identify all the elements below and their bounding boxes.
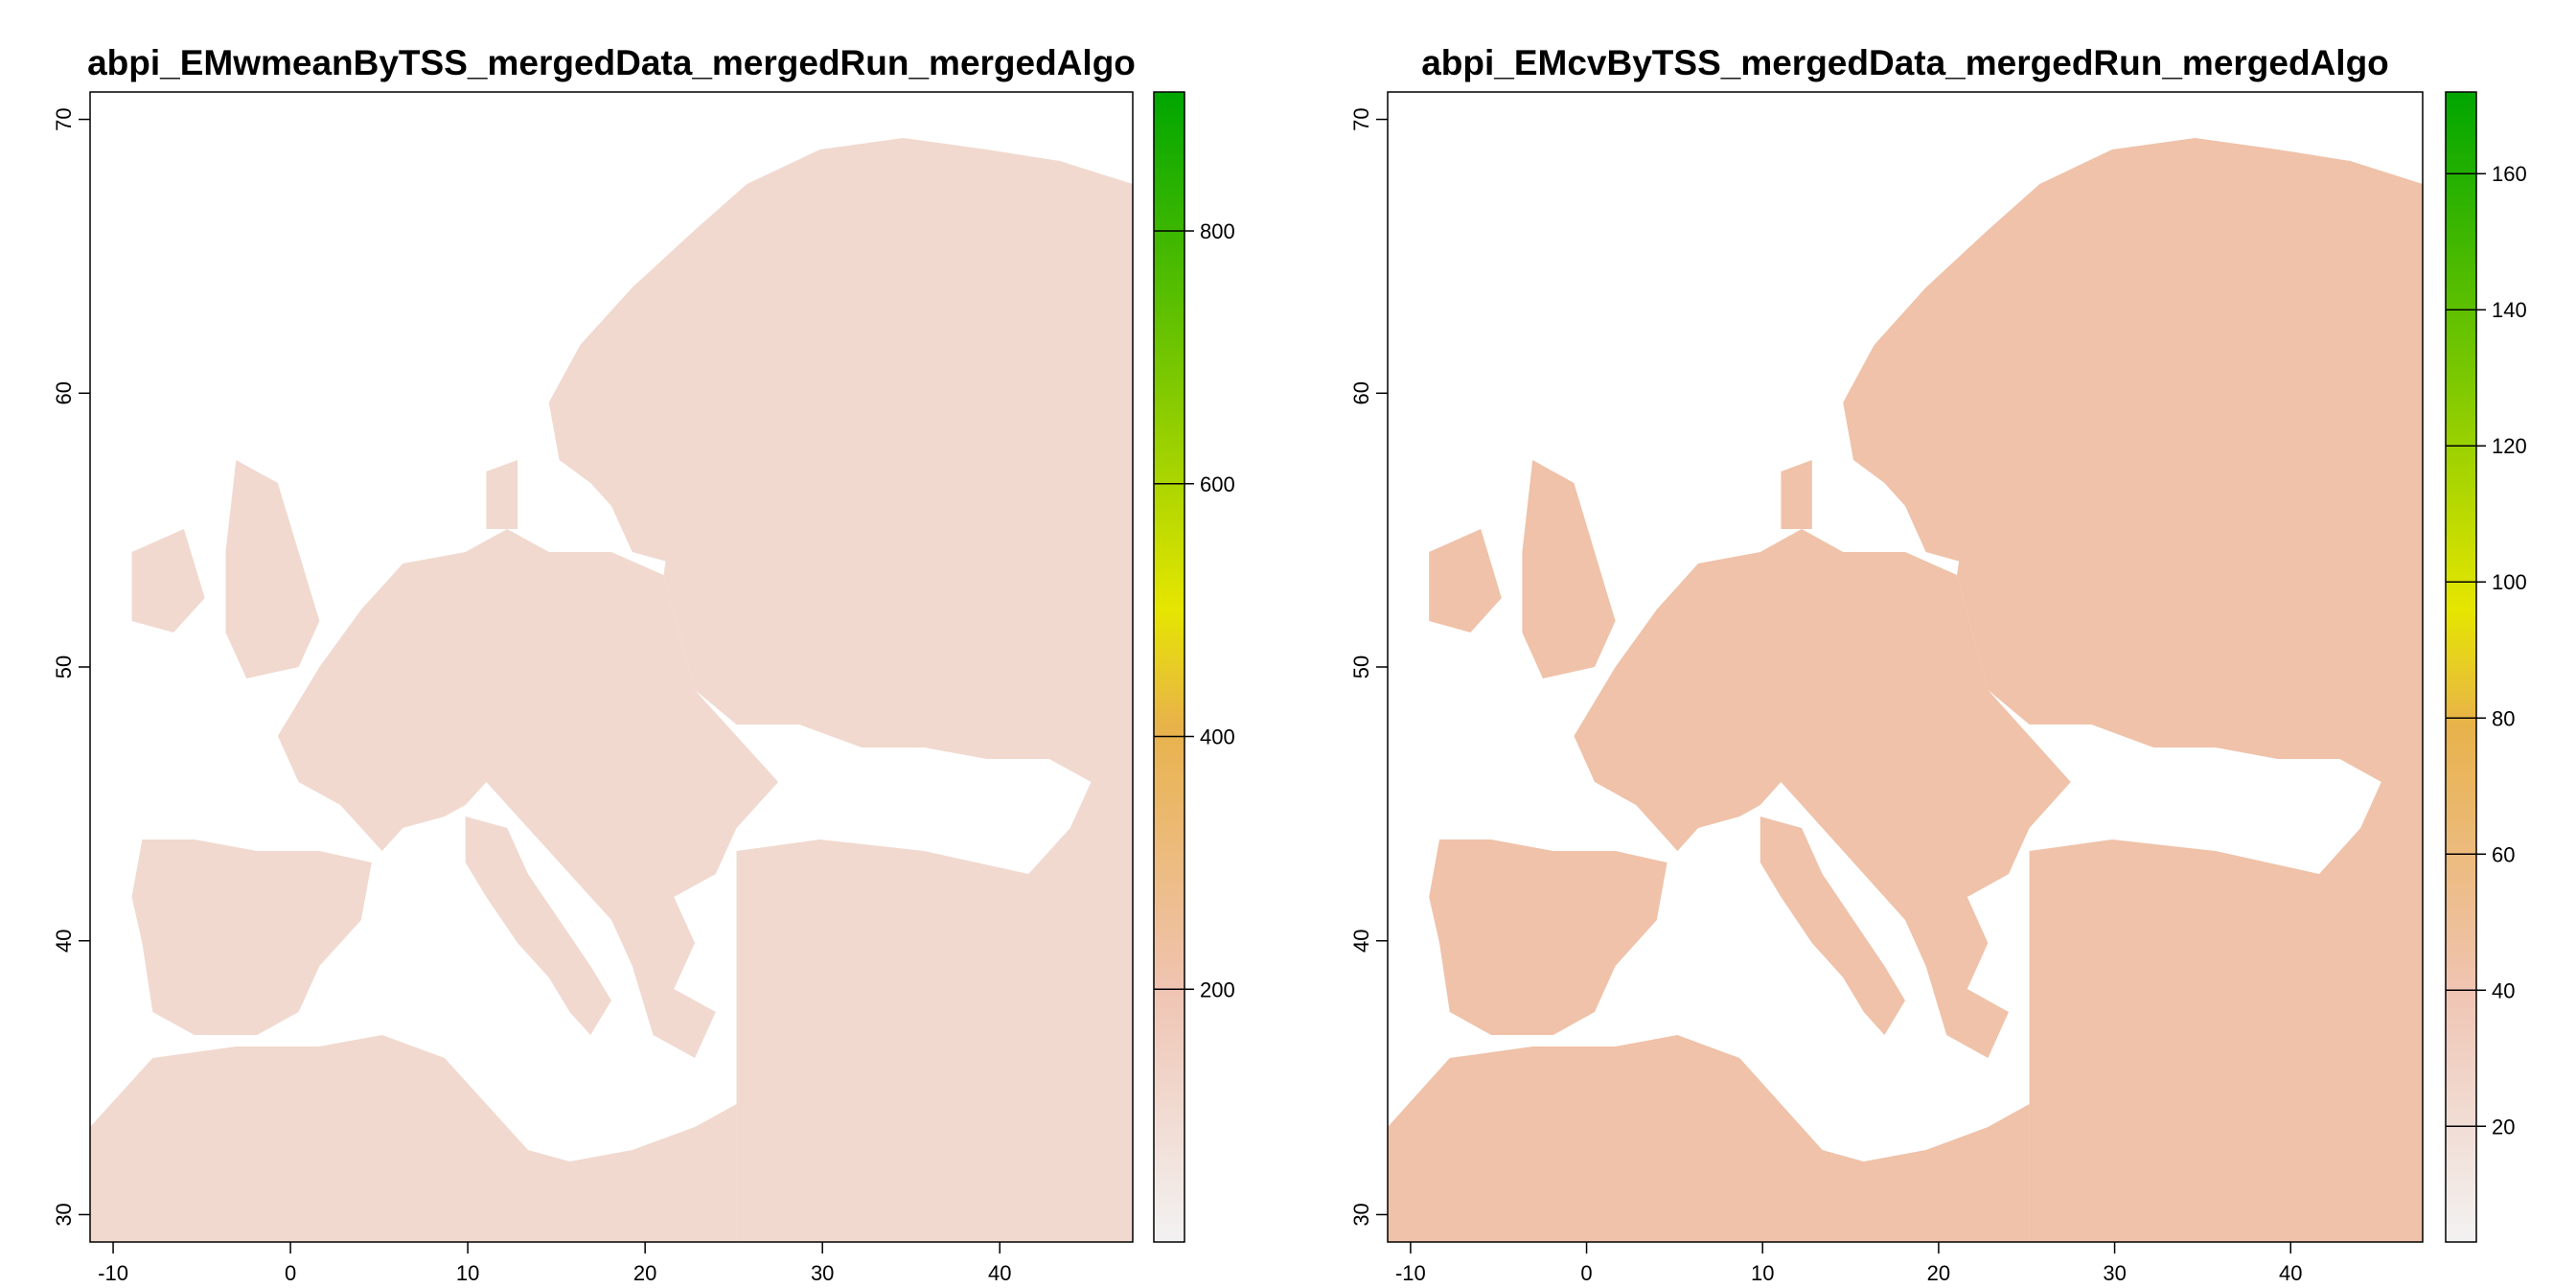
x-tick-label: 0 — [285, 1261, 296, 1285]
map-panel-mean: abpi_EMwmeanByTSS_mergedData_mergedRun_m… — [52, 43, 1235, 1285]
y-tick-label: 50 — [52, 656, 76, 678]
y-tick-label: 40 — [1349, 929, 1373, 952]
colorbar-tick-label: 160 — [2492, 162, 2527, 186]
y-tick-label: 60 — [52, 381, 76, 404]
x-tick-label: 40 — [2279, 1261, 2302, 1285]
colorbar-tick-label: 40 — [2492, 978, 2515, 1002]
y-tick-label: 30 — [52, 1203, 76, 1226]
colorbar — [2445, 91, 2477, 1243]
y-tick-label: 60 — [1349, 381, 1373, 404]
colorbar-tick-label: 100 — [2492, 570, 2527, 594]
y-tick-label: 40 — [52, 929, 76, 952]
colorbar-tick-label: 400 — [1200, 725, 1235, 749]
colorbar-tick-label: 20 — [2492, 1115, 2515, 1138]
y-tick-label: 50 — [1349, 656, 1373, 678]
colorbar-tick-label: 120 — [2492, 434, 2527, 458]
map-title: abpi_EMwmeanByTSS_mergedData_mergedRun_m… — [87, 43, 1136, 82]
raster-layer — [90, 138, 1133, 1242]
x-tick-label: 10 — [456, 1261, 479, 1285]
colorbar-tick-label: 60 — [2492, 842, 2515, 866]
x-tick-label: -10 — [1395, 1261, 1426, 1285]
colorbar — [1153, 91, 1185, 1243]
colorbar-tick-label: 140 — [2492, 298, 2527, 322]
colorbar-tick-label: 200 — [1200, 978, 1235, 1001]
colorbar-tick-label: 80 — [2492, 706, 2515, 730]
x-tick-label: 0 — [1580, 1261, 1592, 1285]
x-tick-label: 20 — [1927, 1261, 1950, 1285]
x-tick-label: 30 — [811, 1261, 834, 1285]
y-tick-label: 70 — [52, 107, 76, 130]
x-tick-label: 40 — [988, 1261, 1011, 1285]
y-tick-label: 30 — [1349, 1203, 1373, 1226]
map-panel-cv: abpi_EMcvByTSS_mergedData_mergedRun_merg… — [1349, 43, 2527, 1285]
x-tick-label: -10 — [98, 1261, 128, 1285]
raster-layer — [1388, 138, 2423, 1242]
land-base — [90, 138, 1133, 1242]
colorbar-tick-label: 600 — [1200, 472, 1235, 496]
x-tick-label: 20 — [633, 1261, 656, 1285]
colorbar-tick-label: 800 — [1200, 219, 1235, 243]
x-tick-label: 30 — [2103, 1261, 2126, 1285]
map-title: abpi_EMcvByTSS_mergedData_mergedRun_merg… — [1421, 43, 2389, 82]
x-tick-label: 10 — [1751, 1261, 1774, 1285]
land-base — [1388, 138, 2423, 1242]
y-tick-label: 70 — [1349, 107, 1373, 130]
